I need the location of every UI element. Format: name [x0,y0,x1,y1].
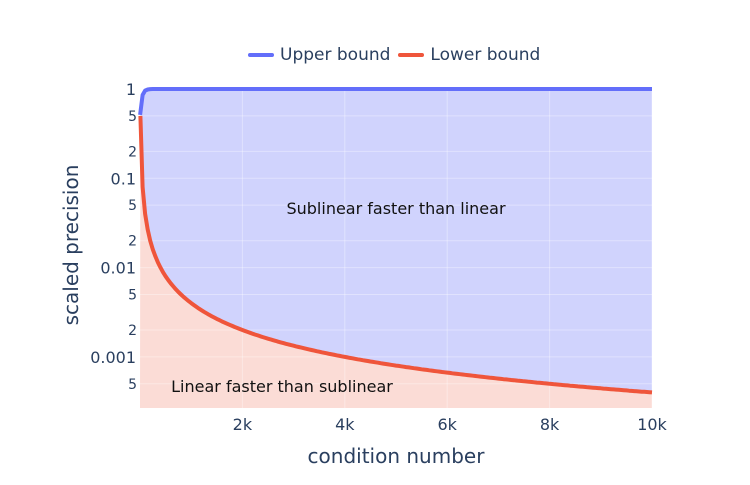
x-axis-title: condition number [308,444,486,468]
y-tick-label: 0.001 [90,348,136,367]
y-tick-label: 0.1 [111,169,136,188]
chart-legend: Upper bound Lower bound [248,45,540,65]
lower-bound-line [138,115,653,395]
x-tick-label: 6k [437,415,457,434]
annotation-linear: Linear faster than sublinear [171,377,393,396]
plot-area [138,82,653,409]
x-tick-label: 2k [233,415,253,434]
x-tick-label: 10k [637,415,667,434]
legend-label-lower: Lower bound [430,45,541,65]
y-minor-tick-label: 5 [128,198,137,214]
x-axis-ticks: 2k 4k 6k 8k 10k [233,415,668,434]
upper-bound-swatch-icon [248,53,274,57]
y-tick-label: 1 [126,80,136,99]
y-minor-tick-label: 2 [128,144,137,160]
y-minor-tick-label: 2 [128,323,137,339]
x-tick-label: 8k [540,415,560,434]
y-axis-title: scaled precision [59,165,83,326]
annotation-sublinear: Sublinear faster than linear [286,199,505,218]
upper-bound-line [138,87,652,116]
y-minor-tick-label: 5 [128,109,137,125]
y-minor-tick-label: 5 [128,377,137,393]
legend-item-lower-bound[interactable]: Lower bound [398,45,540,65]
y-axis-ticks: 1 0.1 0.01 0.001 5 2 5 2 5 2 5 [90,80,137,393]
lower-bound-swatch-icon [398,53,425,57]
x-tick-label: 4k [335,415,355,434]
legend-label-upper: Upper bound [280,45,391,65]
y-minor-tick-label: 2 [128,234,137,250]
legend-item-upper-bound[interactable]: Upper bound [248,45,390,65]
y-minor-tick-label: 5 [128,287,137,303]
y-tick-label: 0.01 [100,259,136,278]
